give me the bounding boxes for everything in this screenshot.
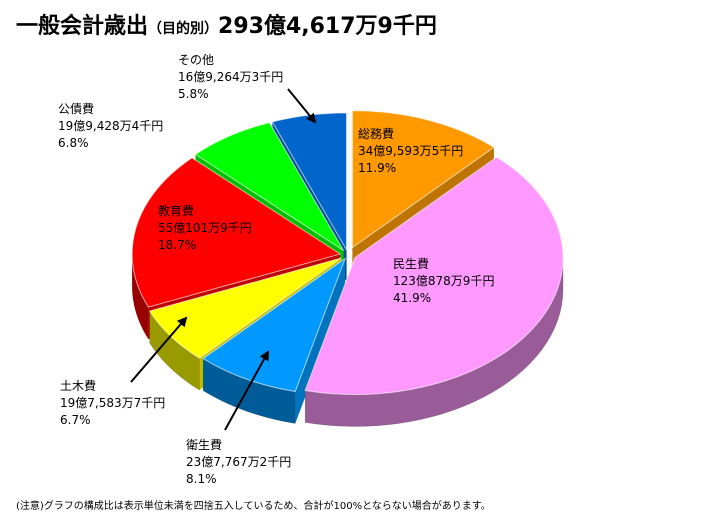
slice-label-kosai-percent: 6.8%	[58, 136, 89, 150]
slice-label-minsei-amount: 123億878万9千円	[393, 274, 495, 288]
slice-label-eisei-amount: 23億7,767万2千円	[186, 455, 292, 469]
slice-label-soumu-name: 総務費	[358, 127, 395, 141]
pie-slices	[131, 110, 564, 395]
slice-label-kosai-amount: 19億9,428万4千円	[58, 119, 164, 133]
slice-label-kosai-name: 公債費	[58, 102, 95, 116]
slice-soumu	[351, 110, 495, 249]
slice-minsei	[304, 156, 564, 395]
arrow-sonota	[287, 88, 317, 124]
arrow-doboku	[130, 316, 188, 383]
chart-title: 一般会計歳出（目的別）293億4,617万9千円	[16, 8, 437, 40]
arrow-eisei	[224, 350, 269, 431]
footnote: (注意)グラフの構成比は表示単位未満を四捨五入しているため、合計が100%となら…	[16, 501, 491, 512]
slice-label-minsei-name: 民生費	[393, 257, 430, 271]
slice-label-sonota: その他 16億9,264万3千円 5.8%	[178, 52, 283, 103]
slice-label-doboku: 土木費 19億7,583万7千円 6.7%	[60, 378, 165, 429]
slice-label-sonota-percent: 5.8%	[178, 87, 209, 101]
slice-kosai	[194, 122, 345, 252]
slice-label-soumu-amount: 34億9,593万5千円	[358, 144, 464, 158]
slice-label-doboku-percent: 6.7%	[60, 413, 91, 427]
slice-eisei	[202, 257, 347, 393]
slice-label-eisei-name: 衛生費	[186, 438, 223, 452]
slice-label-kyoiku-amount: 55億101万9千円	[158, 221, 252, 235]
slice-label-kosai: 公債費 19億9,428万4千円 6.8%	[58, 101, 163, 152]
slice-kyoiku	[131, 157, 342, 308]
slice-label-minsei: 民生費 123億878万9千円 41.9%	[393, 256, 494, 307]
chart-title-sub: （目的別）	[148, 21, 219, 37]
slice-label-soumu-percent: 11.9%	[358, 161, 397, 175]
slice-label-soumu: 総務費 34億9,593万5千円 11.9%	[358, 126, 463, 177]
slice-label-sonota-name: その他	[178, 53, 215, 67]
slice-label-eisei: 衛生費 23億7,767万2千円 8.1%	[186, 437, 291, 488]
slice-label-kyoiku-name: 教育費	[158, 204, 195, 218]
slice-label-kyoiku-percent: 18.7%	[158, 238, 197, 252]
chart-title-total: 293億4,617万9千円	[218, 14, 437, 39]
slice-label-eisei-percent: 8.1%	[186, 472, 217, 486]
slice-label-doboku-amount: 19億7,583万7千円	[60, 396, 166, 410]
slice-label-kyoiku: 教育費 55億101万9千円 18.7%	[158, 203, 252, 254]
slice-cut-eisei	[295, 258, 346, 424]
slice-label-minsei-percent: 41.9%	[393, 291, 432, 305]
slice-label-sonota-amount: 16億9,264万3千円	[178, 70, 284, 84]
chart-title-main: 一般会計歳出	[16, 14, 149, 39]
slice-label-doboku-name: 土木費	[60, 379, 97, 393]
label-arrows	[130, 88, 317, 431]
